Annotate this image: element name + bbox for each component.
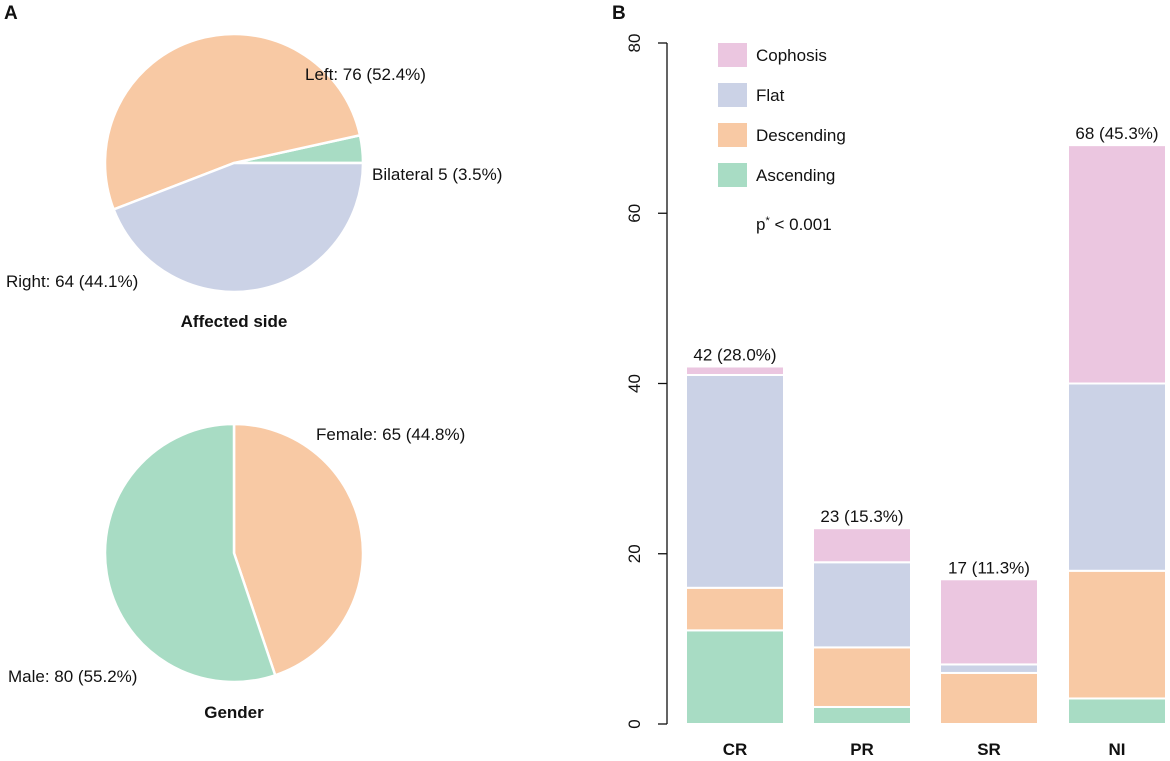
legend-label-descending: Descending <box>756 126 846 145</box>
pie2-female-label: Female: 65 (44.8%) <box>316 425 465 444</box>
x-category-cr: CR <box>723 740 748 759</box>
bar-sr-descending <box>939 671 1039 725</box>
pie1-left-label: Left: 76 (52.4%) <box>305 65 426 84</box>
bar-ni-cophosis <box>1067 144 1167 385</box>
y-tick-label-0: 0 <box>625 719 644 728</box>
x-axis-categories: CR PR SR NI <box>723 740 1126 759</box>
legend-label-flat: Flat <box>756 86 785 105</box>
x-category-sr: SR <box>977 740 1001 759</box>
pie1-title: Affected side <box>181 312 288 331</box>
legend: Cophosis Flat Descending Ascending <box>718 43 846 187</box>
y-tick-label-80: 80 <box>625 34 644 53</box>
pie1-slice-right <box>112 161 365 294</box>
bar-total-pr: 23 (15.3%) <box>820 507 903 526</box>
legend-swatch-descending <box>718 123 747 147</box>
bar-total-ni: 68 (45.3%) <box>1075 124 1158 143</box>
legend-label-cophosis: Cophosis <box>756 46 827 65</box>
bar-sr-flat <box>939 663 1039 674</box>
bar-pr-flat <box>812 561 912 649</box>
bar-sr-cophosis <box>939 578 1039 666</box>
y-tick-label-20: 20 <box>625 544 644 563</box>
bar-cr-ascending <box>685 629 785 725</box>
legend-swatch-cophosis <box>718 43 747 67</box>
pie1-right-label: Right: 64 (44.1%) <box>6 272 138 291</box>
y-tick-label-40: 40 <box>625 374 644 393</box>
y-axis: 0 20 40 60 80 <box>625 34 668 729</box>
bar-cr-descending <box>685 586 785 632</box>
bar-pr-descending <box>812 646 912 708</box>
pie1-slice-left <box>103 32 362 212</box>
legend-swatch-ascending <box>718 163 747 187</box>
x-category-ni: NI <box>1109 740 1126 759</box>
x-category-pr: PR <box>850 740 874 759</box>
pie2-slice-female <box>232 422 365 677</box>
bar-total-sr: 17 (11.3%) <box>948 558 1030 577</box>
p-value-annotation: p* < 0.001 <box>756 215 832 234</box>
pie2-male-label: Male: 80 (55.2%) <box>8 667 137 686</box>
affected-side-pie <box>103 32 365 294</box>
bar-pr-cophosis <box>812 527 912 564</box>
pie2-slice-male <box>103 422 277 684</box>
bar-total-labels: 42 (28.0%) 23 (15.3%) 17 (11.3%) 68 (45.3%) <box>693 124 1158 577</box>
pie2-title: Gender <box>204 703 264 722</box>
bar-pr-ascending <box>812 705 912 725</box>
panel-b-letter: B <box>612 3 626 24</box>
y-tick-label-60: 60 <box>625 204 644 223</box>
bar-ni-ascending <box>1067 697 1167 726</box>
stacked-bar-chart <box>685 144 1167 726</box>
bar-cr-flat <box>685 373 785 589</box>
panel-a-letter: A <box>4 3 18 24</box>
legend-swatch-flat <box>718 83 747 107</box>
bar-ni-descending <box>1067 569 1167 700</box>
bar-total-cr: 42 (28.0%) <box>693 345 776 364</box>
bar-ni-flat <box>1067 382 1167 572</box>
bar-cr-cophosis <box>685 365 785 376</box>
gender-pie <box>103 422 365 684</box>
legend-label-ascending: Ascending <box>756 166 835 185</box>
pie1-bilateral-label: Bilateral 5 (3.5%) <box>372 165 502 184</box>
